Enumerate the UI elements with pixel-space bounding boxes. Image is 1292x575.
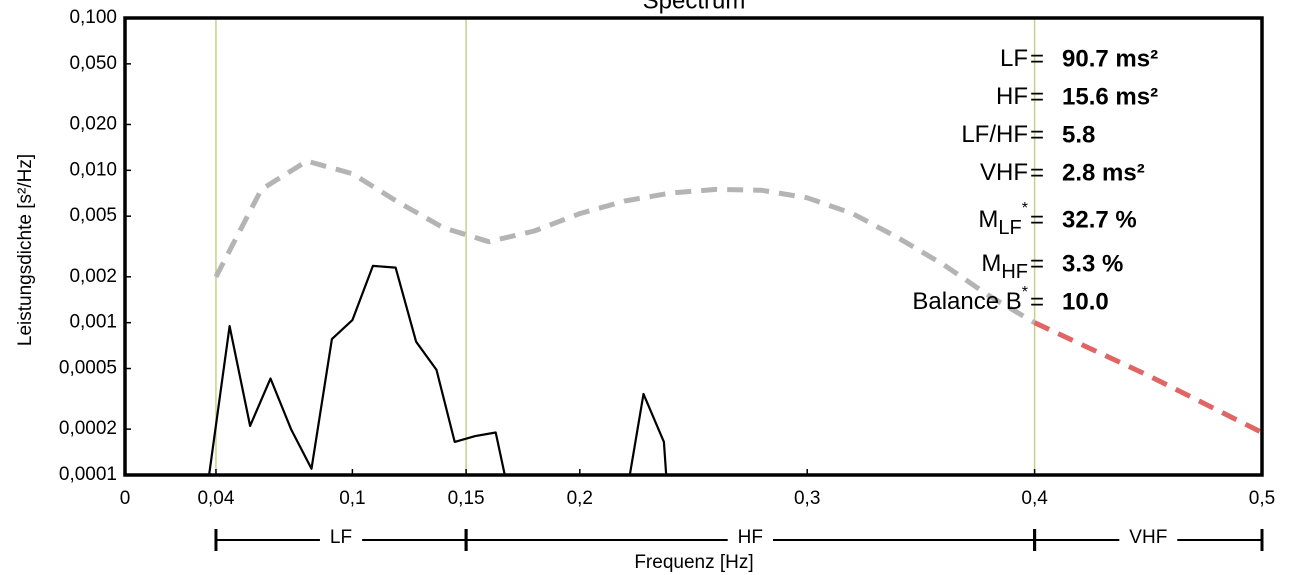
x-tick-label: 0,15 xyxy=(448,488,485,509)
stat-equals: = xyxy=(1030,45,1044,72)
y-tick-label: 0,0001 xyxy=(59,464,117,485)
y-tick-label: 0,010 xyxy=(69,159,117,180)
x-tick-label: 0,1 xyxy=(339,488,365,509)
y-tick-label: 0,100 xyxy=(69,7,117,28)
y-tick-label: 0,0005 xyxy=(59,358,117,379)
spectrum-line xyxy=(208,264,668,476)
stat-equals: = xyxy=(1030,159,1044,186)
x-tick-label: 0,2 xyxy=(567,488,593,509)
stat-name-sub: LF xyxy=(998,217,1021,239)
stat-name: LF xyxy=(1000,45,1028,72)
band-label: VHF xyxy=(1129,527,1167,548)
x-tick-label: 0 xyxy=(120,488,131,509)
x-axis-label: Frequenz [Hz] xyxy=(634,552,753,573)
y-tick-label: 0,0002 xyxy=(59,418,117,439)
y-tick-label: 0,005 xyxy=(69,205,117,226)
stat-value: 15.6 ms² xyxy=(1062,83,1158,110)
stat-equals: = xyxy=(1030,288,1044,315)
stat-name: Balance B* xyxy=(912,284,1028,315)
y-tick-label: 0,001 xyxy=(69,312,117,333)
stat-equals: = xyxy=(1030,83,1044,110)
band-label-bg xyxy=(319,528,363,550)
x-tick-label: 0,5 xyxy=(1249,488,1275,509)
stat-name-text: LF xyxy=(1000,45,1028,72)
band-label-bg xyxy=(1119,528,1178,550)
band-label-bg xyxy=(727,528,774,550)
stat-name-text: HF xyxy=(996,83,1028,110)
stat-name: LF/HF xyxy=(961,121,1028,148)
stat-equals: = xyxy=(1030,250,1044,277)
stat-value: 90.7 ms² xyxy=(1062,45,1158,72)
stat-name: HF xyxy=(996,83,1028,110)
stat-name-text: M xyxy=(981,250,1001,277)
stat-equals: = xyxy=(1030,121,1044,148)
stat-name-text: M xyxy=(978,206,998,233)
y-tick-label: 0,050 xyxy=(69,53,117,74)
stat-name-sub: HF xyxy=(1001,261,1028,283)
stat-name-sup: * xyxy=(1022,284,1028,301)
stat-name: VHF xyxy=(980,159,1028,186)
stat-value: 3.3 % xyxy=(1062,250,1123,277)
band-label: LF xyxy=(330,527,352,548)
chart-title: Spectrum xyxy=(643,0,746,14)
stat-name: MHF xyxy=(981,250,1028,283)
stat-value: 5.8 xyxy=(1062,121,1095,148)
x-tick-label: 0,04 xyxy=(197,488,234,509)
y-axis-label: Leistungsdichte [s²/Hz] xyxy=(15,154,36,346)
model-curve xyxy=(213,158,1036,325)
x-tick-label: 0,3 xyxy=(794,488,820,509)
stat-value: 10.0 xyxy=(1062,288,1109,315)
stat-value: 2.8 ms² xyxy=(1062,159,1145,186)
stat-equals: = xyxy=(1030,206,1044,233)
stat-name-text: LF/HF xyxy=(961,121,1028,148)
stat-name-sup: * xyxy=(1022,200,1028,217)
stat-name-text: VHF xyxy=(980,159,1028,186)
stat-name-text: Balance B xyxy=(912,288,1021,315)
stat-value: 32.7 % xyxy=(1062,206,1137,233)
model-curve xyxy=(1033,320,1264,435)
y-tick-label: 0,002 xyxy=(69,266,117,287)
x-tick-label: 0,4 xyxy=(1021,488,1048,509)
plot-frame xyxy=(123,16,1264,477)
y-tick-label: 0,020 xyxy=(69,113,117,134)
stat-name: MLF* xyxy=(978,200,1028,239)
band-label: HF xyxy=(738,527,763,548)
